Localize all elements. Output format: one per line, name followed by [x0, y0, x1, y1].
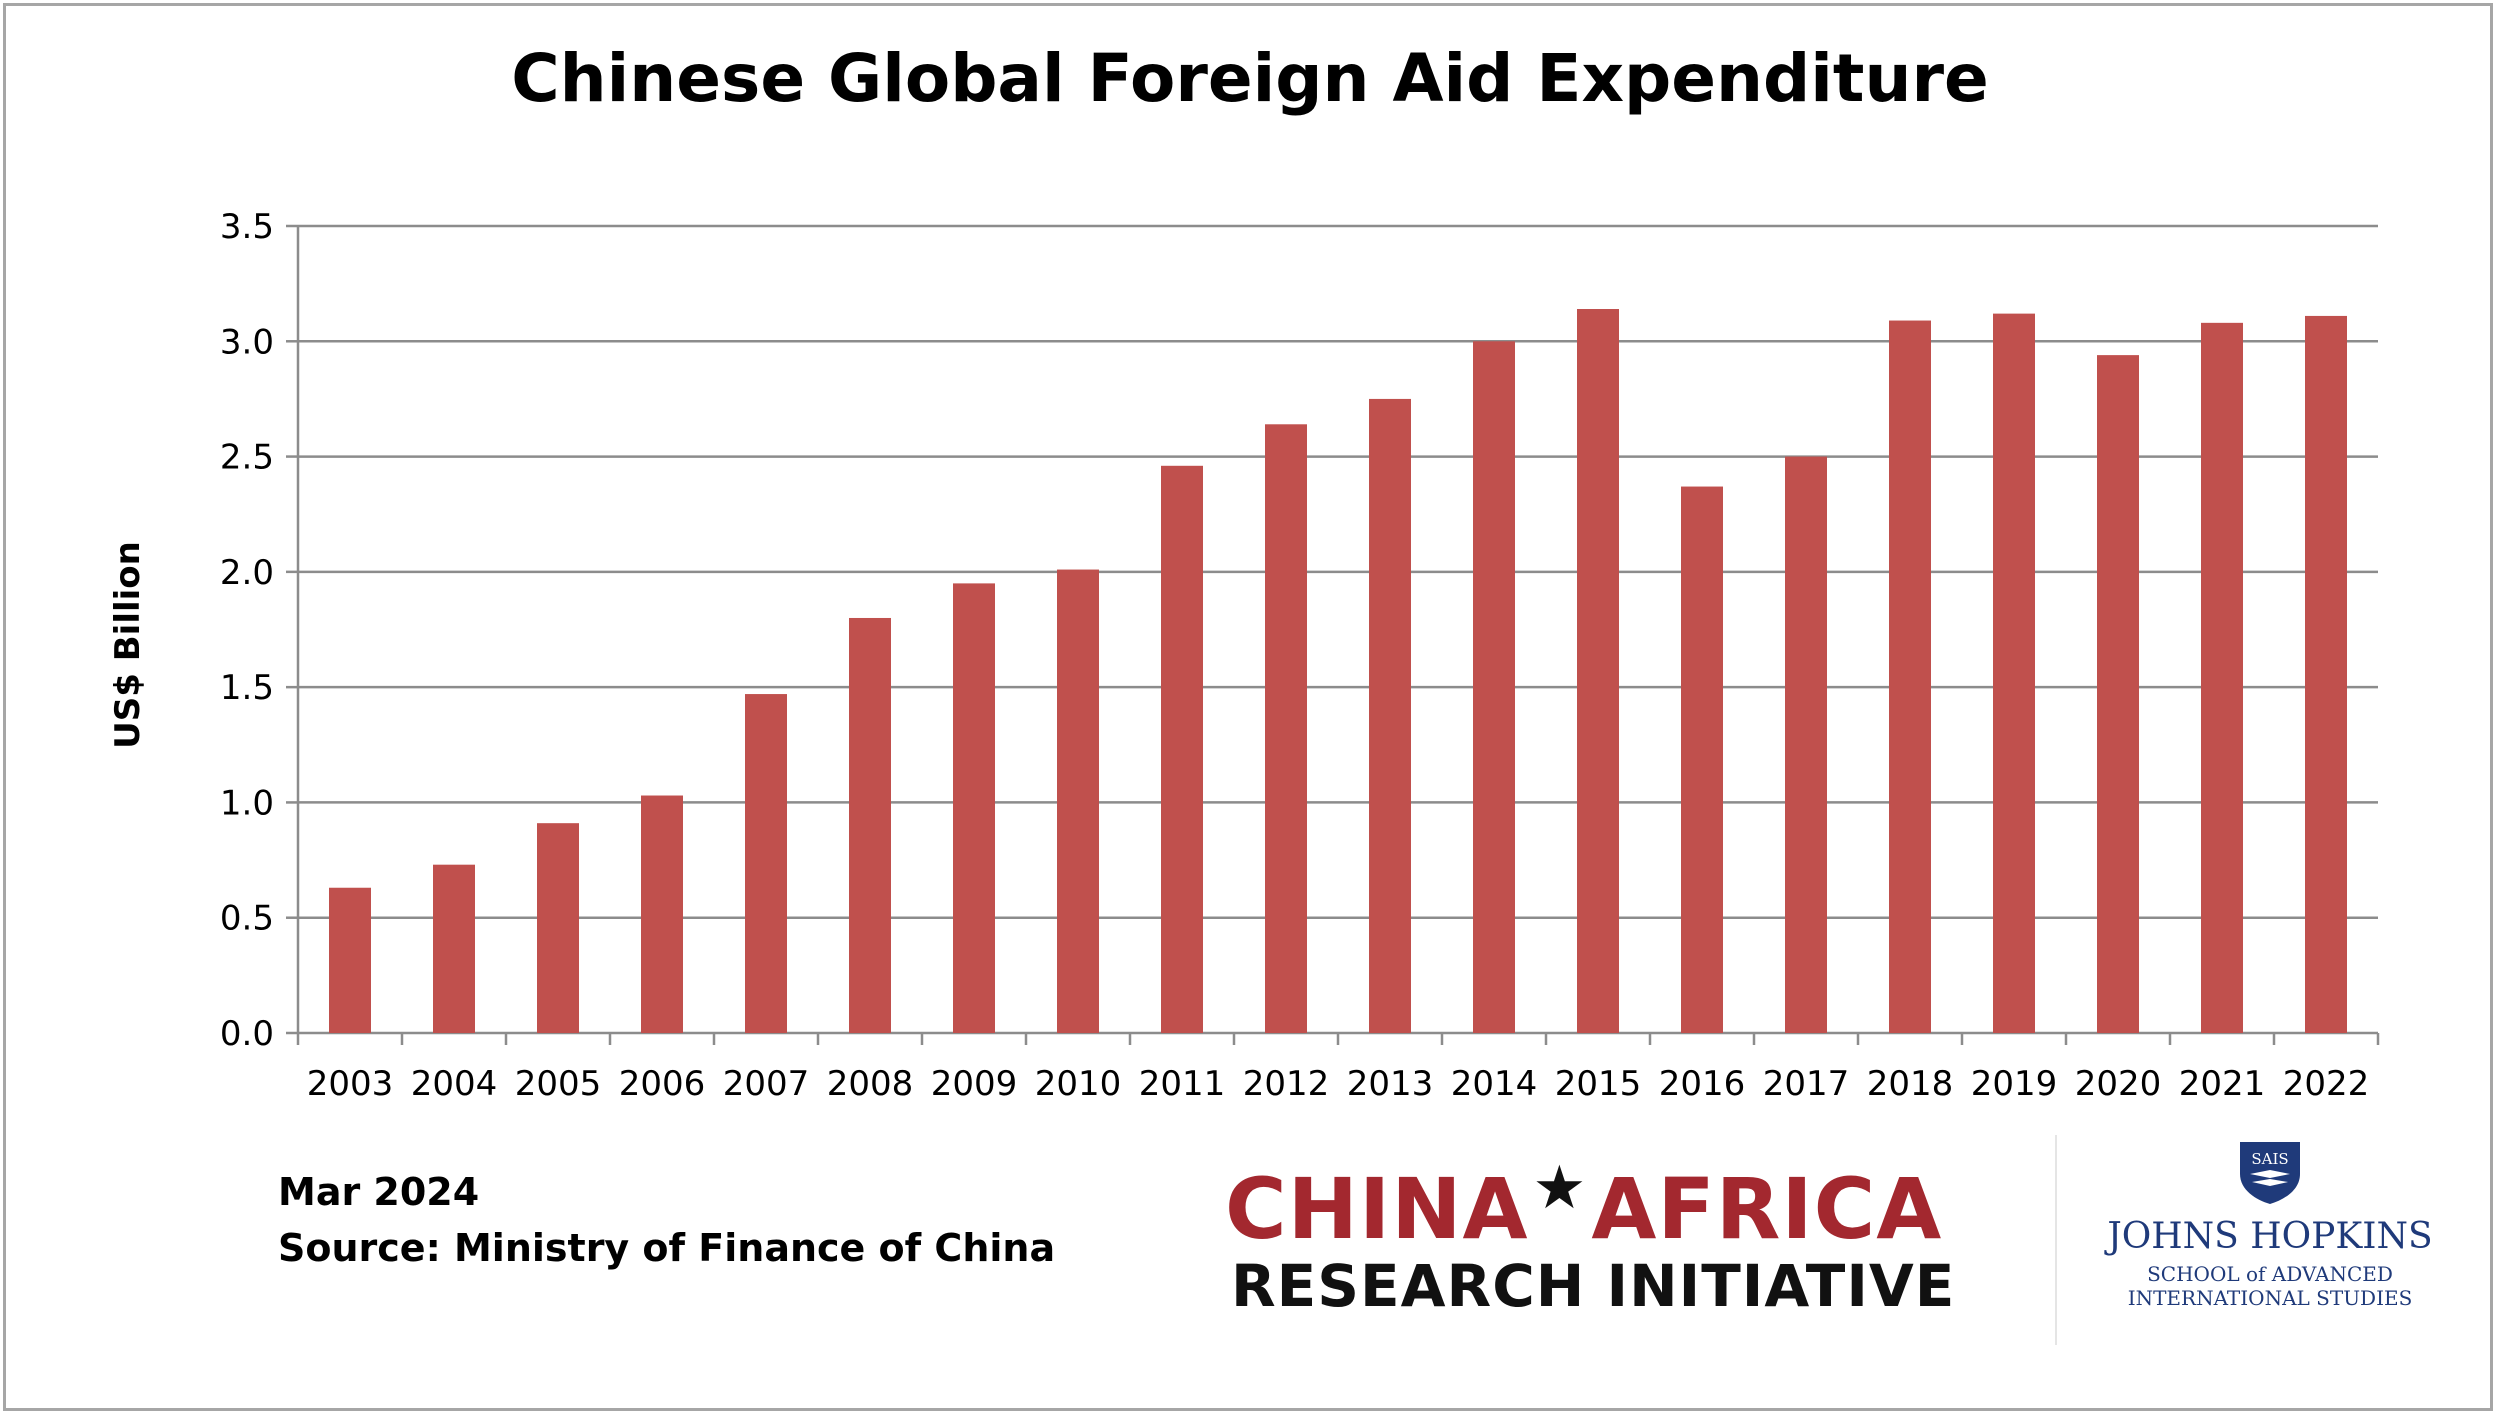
star-icon: ★ [1532, 1153, 1588, 1223]
bar-2005 [537, 823, 579, 1033]
bar-2007 [745, 694, 787, 1033]
jhu-sais-logo: SAIS JOHNS HOPKINS SCHOOL of ADVANCED IN… [2080, 1140, 2460, 1330]
y-tick-label: 2.5 [220, 438, 274, 478]
sais-shield-icon: SAIS [2240, 1142, 2300, 1204]
bar-2022 [2305, 315, 2347, 1033]
car-logo-line2: RESEARCH INITIATIVE [1231, 1252, 1956, 1320]
bar-2014 [1473, 341, 1515, 1033]
x-tick-label: 2015 [1555, 1064, 1642, 1104]
bar-2008 [849, 617, 891, 1033]
y-tick-label: 2.0 [220, 553, 274, 593]
x-tick-label: 2008 [827, 1064, 914, 1104]
bar-2013 [1369, 398, 1411, 1033]
y-tick-label: 3.5 [220, 207, 274, 247]
x-tick-label: 2005 [515, 1064, 602, 1104]
bar-2019 [1993, 313, 2035, 1033]
date-note: Mar 2024 [278, 1170, 480, 1214]
bar-2012 [1265, 424, 1307, 1033]
y-tick-label: 0.0 [220, 1014, 274, 1054]
bar-2006 [641, 795, 683, 1033]
car-logo-africa: AFRICA [1591, 1160, 1943, 1258]
chart-title: Chinese Global Foreign Aid Expenditure [511, 40, 1989, 117]
x-tick-label: 2006 [619, 1064, 706, 1104]
car-logo-china: CHINA [1225, 1160, 1529, 1258]
y-tick-label: 1.5 [220, 668, 274, 708]
bar-2004 [433, 864, 475, 1033]
y-tick-label: 1.0 [220, 783, 274, 823]
bar-2021 [2201, 322, 2243, 1034]
y-tick-label: 3.0 [220, 322, 274, 362]
bar-2015 [1577, 309, 1619, 1033]
bar-2016 [1681, 486, 1723, 1033]
x-tick-label: 2007 [723, 1064, 810, 1104]
bar-2010 [1057, 569, 1099, 1033]
x-tick-label: 2003 [307, 1064, 394, 1104]
jhu-name: JOHNS HOPKINS [2107, 1216, 2433, 1257]
y-tick-label: 0.5 [220, 899, 274, 939]
x-tick-label: 2017 [1763, 1064, 1850, 1104]
x-tick-label: 2012 [1243, 1064, 1330, 1104]
x-tick-label: 2011 [1139, 1064, 1226, 1104]
bar-2003 [329, 887, 371, 1033]
x-tick-label: 2020 [2075, 1064, 2162, 1104]
car-logo-line1: CHINA★AFRICA [1225, 1153, 1943, 1258]
jhu-school: SCHOOL of ADVANCED INTERNATIONAL STUDIES [2080, 1262, 2460, 1310]
source-note: Source: Ministry of Finance of China [278, 1226, 1056, 1270]
x-tick-label: 2014 [1451, 1064, 1538, 1104]
logo-divider [2055, 1135, 2057, 1345]
bar-2009 [953, 583, 995, 1033]
x-tick-label: 2019 [1971, 1064, 2058, 1104]
x-tick-label: 2009 [931, 1064, 1018, 1104]
shield-text: SAIS [2251, 1150, 2288, 1168]
x-tick-label: 2010 [1035, 1064, 1122, 1104]
x-tick-label: 2013 [1347, 1064, 1434, 1104]
jhu-school-line2: INTERNATIONAL STUDIES [2127, 1286, 2413, 1310]
bar-2017 [1785, 456, 1827, 1034]
bar-2018 [1889, 320, 1931, 1033]
x-tick-label: 2022 [2283, 1064, 2370, 1104]
x-tick-label: 2016 [1659, 1064, 1746, 1104]
bar-2011 [1161, 465, 1203, 1033]
chart-frame [3, 3, 2493, 1411]
x-tick-label: 2021 [2179, 1064, 2266, 1104]
x-tick-label: 2004 [411, 1064, 498, 1104]
china-africa-research-initiative-logo: CHINA★AFRICA RESEARCH INITIATIVE [1225, 1153, 2015, 1320]
bar-2020 [2097, 355, 2139, 1033]
jhu-school-line1: SCHOOL of ADVANCED [2147, 1262, 2393, 1286]
x-tick-label: 2018 [1867, 1064, 1954, 1104]
